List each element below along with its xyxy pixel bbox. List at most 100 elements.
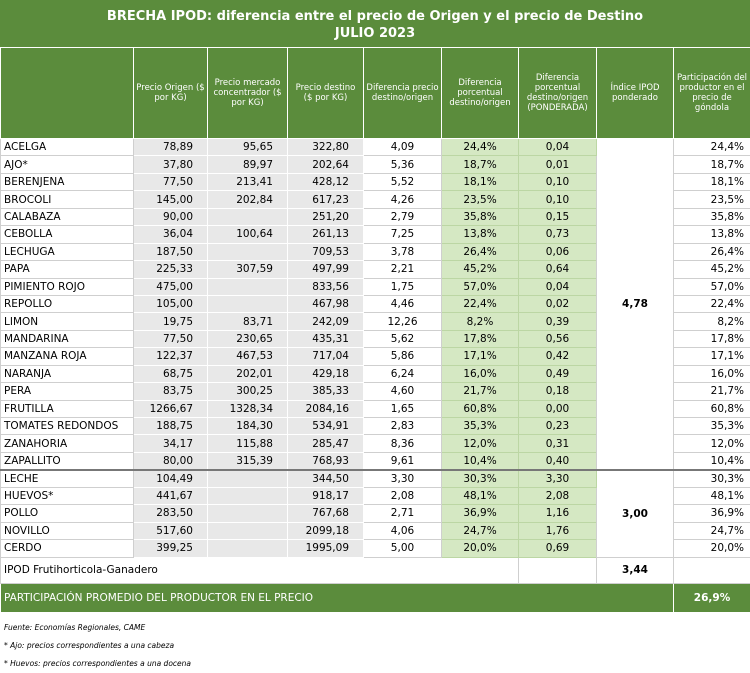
- cell: 768,93: [287, 451, 364, 471]
- footnote: * Huevos: precios correspondientes a una…: [4, 658, 191, 668]
- cell: 21,7%: [673, 382, 750, 401]
- data-row: PIMIENTO ROJO 475,00 833,56 1,75 57,0% 0,04 57…: [0, 277, 750, 296]
- cell: 68,75: [133, 364, 208, 384]
- header-cell: Precio mercado concentrador ($ por KG): [207, 47, 288, 139]
- cell: 78,89: [133, 137, 208, 157]
- cell: 10,4%: [441, 451, 519, 471]
- cell: 1,65: [363, 399, 442, 419]
- cell: NARANJA: [0, 364, 134, 384]
- cell: 13,8%: [673, 225, 750, 244]
- cell: 0,49: [518, 364, 597, 384]
- cell: NOVILLO: [0, 521, 134, 541]
- cell: 251,20: [287, 207, 364, 227]
- cell: 115,88: [207, 434, 288, 453]
- average-row: PARTICIPACIÓN PROMEDIO DEL PRODUCTOR EN …: [0, 582, 750, 613]
- data-row: MANDARINA 77,50 230,65 435,31 5,62 17,8% 0,56 1…: [0, 329, 750, 349]
- cell: LECHE: [0, 468, 134, 488]
- data-row: BERENJENA 77,50 213,41 428,12 5,52 18,1% 0,10 1…: [0, 172, 750, 192]
- cell: ZAPALLITO: [0, 451, 134, 471]
- title-band: BRECHA IPOD: diferencia entre el precio …: [0, 0, 750, 47]
- cell: 428,12: [287, 172, 364, 192]
- cell: 833,56: [287, 277, 364, 296]
- cell: 17,8%: [673, 329, 750, 349]
- cell: 21,7%: [441, 382, 519, 401]
- footnotes: Fuente: Economías Regionales, CAME * Ajo:…: [0, 613, 750, 673]
- cell: [518, 556, 597, 584]
- cell: [207, 504, 288, 523]
- cell: 4,26: [363, 190, 442, 209]
- cell: 24,4%: [441, 137, 519, 157]
- cell: 122,37: [133, 347, 208, 366]
- data-row: LECHE 104,49 344,50 3,30 30,3% 3,30 3,00 30,3%: [0, 468, 750, 558]
- data-row: REPOLLO 105,00 467,98 4,46 22,4% 0,02 22,4%: [0, 294, 750, 314]
- cell: 3,30: [518, 468, 597, 488]
- total-value: 3,44: [596, 556, 674, 584]
- cell: 36,9%: [441, 504, 519, 523]
- data-row: LECHUGA 187,50 709,53 3,78 26,4% 0,06 26,4%: [0, 242, 750, 262]
- cell: MANZANA ROJA: [0, 347, 134, 366]
- cell: 315,39: [207, 451, 288, 471]
- data-row: FRUTILLA 1266,67 1328,34 2084,16 1,65 60,8% 0,…: [0, 399, 750, 419]
- cell: [673, 556, 750, 584]
- cell: 20,0%: [673, 539, 750, 558]
- title: BRECHA IPOD: diferencia entre el precio …: [106, 9, 644, 24]
- cell: 2,83: [363, 416, 442, 436]
- cell: 5,52: [363, 172, 442, 192]
- cell: 300,25: [207, 382, 288, 401]
- cell: [207, 486, 288, 506]
- cell: 5,36: [363, 155, 442, 174]
- cell: 0,39: [518, 312, 597, 331]
- cell: [207, 539, 288, 558]
- cell: 213,41: [207, 172, 288, 192]
- header-cell: Precio Origen ($ por KG): [133, 47, 208, 139]
- indice-cell: 4,78: [596, 137, 674, 471]
- cell: 0,42: [518, 347, 597, 366]
- cell: 30,3%: [441, 468, 519, 488]
- average-value: 26,9%: [673, 582, 750, 613]
- subtitle: JULIO 2023: [334, 26, 416, 41]
- cell: 35,8%: [673, 207, 750, 227]
- data-row: MANZANA ROJA 122,37 467,53 717,04 5,86 17,1% 0…: [0, 347, 750, 366]
- cell: 261,13: [287, 225, 364, 244]
- cell: 0,04: [518, 277, 597, 296]
- data-row: ZANAHORIA 34,17 115,88 285,47 8,36 12,0% 0,31 1…: [0, 434, 750, 453]
- cell: PERA: [0, 382, 134, 401]
- cell: 225,33: [133, 260, 208, 279]
- indice-cell: 3,00: [596, 468, 674, 558]
- cell: 77,50: [133, 172, 208, 192]
- cell: 16,0%: [441, 364, 519, 384]
- cell: 35,3%: [673, 416, 750, 436]
- cell: ZANAHORIA: [0, 434, 134, 453]
- cell: 517,60: [133, 521, 208, 541]
- cell: 83,71: [207, 312, 288, 331]
- cell: 399,25: [133, 539, 208, 558]
- cell: 17,1%: [441, 347, 519, 366]
- total-label: IPOD Frutihorticola-Ganadero: [0, 556, 519, 584]
- data-row: NOVILLO 517,60 2099,18 4,06 24,7% 1,76 24,7%: [0, 521, 750, 541]
- cell: 475,00: [133, 277, 208, 296]
- data-row: CERDO 399,25 1995,09 5,00 20,0% 0,69 20,0%: [0, 539, 750, 558]
- cell: 1266,67: [133, 399, 208, 419]
- cell: 441,67: [133, 486, 208, 506]
- cell: 2,79: [363, 207, 442, 227]
- cell: 100,64: [207, 225, 288, 244]
- cell: 24,4%: [673, 137, 750, 157]
- data-row: NARANJA 68,75 202,01 429,18 6,24 16,0% 0,49 16,…: [0, 364, 750, 384]
- footnote: * Ajo: precios correspondientes a una ca…: [4, 640, 175, 650]
- data-row: ZAPALLITO 80,00 315,39 768,93 9,61 10,4% 0,40 1…: [0, 451, 750, 471]
- total-row: IPOD Frutihorticola-Ganadero 3,44: [0, 556, 750, 584]
- cell: 34,17: [133, 434, 208, 453]
- cell: 242,09: [287, 312, 364, 331]
- cell: 105,00: [133, 294, 208, 314]
- header-cell: Diferencia porcentual destino/origen (PO…: [518, 47, 597, 139]
- cell: 2099,18: [287, 521, 364, 541]
- cell: 45,2%: [441, 260, 519, 279]
- cell: 0,00: [518, 399, 597, 419]
- data-row: ACELGA 78,89 95,65 322,80 4,09 24,4% 0,04 4,78 2…: [0, 137, 750, 471]
- data-row: CEBOLLA 36,04 100,64 261,13 7,25 13,8% 0,73 13,…: [0, 225, 750, 244]
- cell: 322,80: [287, 137, 364, 157]
- cell: 30,3%: [673, 468, 750, 488]
- cell: 1,76: [518, 521, 597, 541]
- cell: 48,1%: [673, 486, 750, 506]
